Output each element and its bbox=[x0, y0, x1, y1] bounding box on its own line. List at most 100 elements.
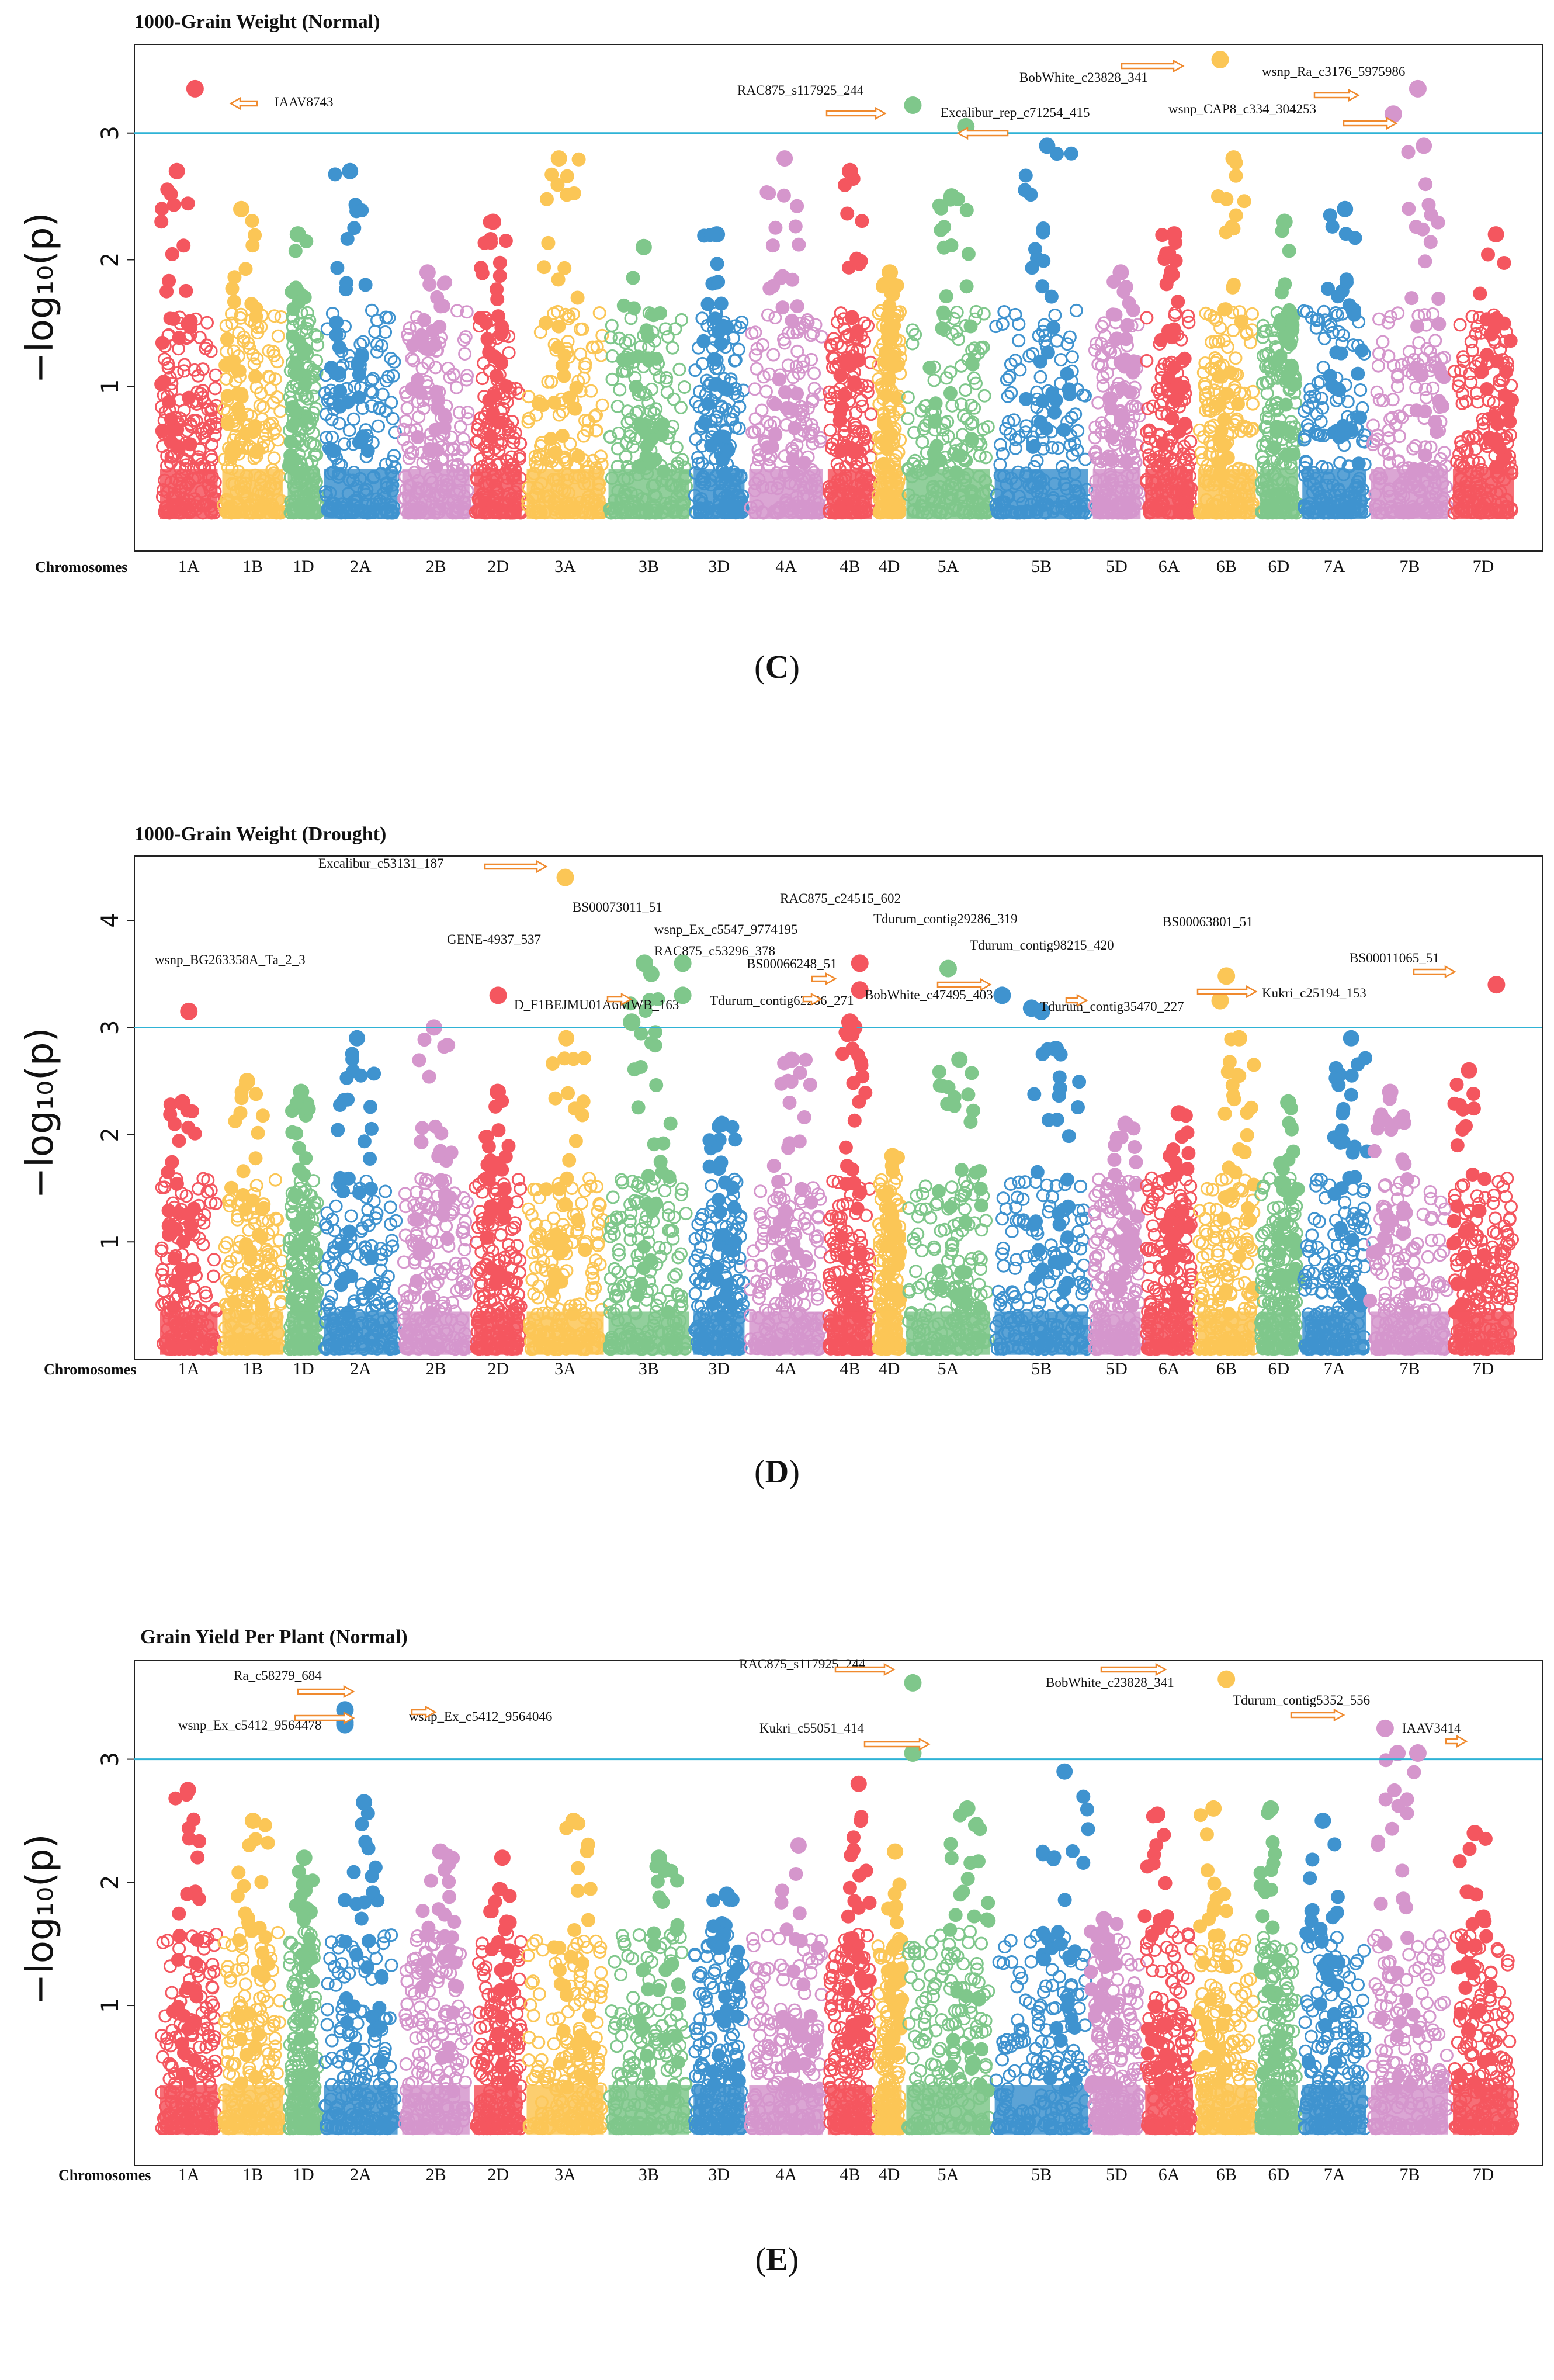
snp-point bbox=[248, 420, 261, 432]
snp-point bbox=[790, 387, 803, 400]
snp-point bbox=[228, 446, 241, 459]
snp-label: RAC875_s117925_244 bbox=[737, 83, 864, 98]
snp-point bbox=[1416, 137, 1432, 154]
snp-point bbox=[481, 332, 494, 345]
snp-point bbox=[1410, 220, 1423, 233]
snp-point bbox=[702, 397, 714, 410]
snp-point bbox=[156, 337, 169, 349]
snp-point bbox=[1285, 359, 1298, 372]
snp-point bbox=[1128, 362, 1140, 375]
chromosome-label: 1D bbox=[293, 557, 314, 576]
snp-point bbox=[342, 163, 358, 179]
snp-point bbox=[717, 320, 730, 332]
snp-point bbox=[492, 310, 505, 323]
snp-point bbox=[297, 347, 310, 360]
snp-point bbox=[221, 418, 234, 431]
chromosome-label: 2D bbox=[487, 557, 509, 576]
snp-point bbox=[1213, 399, 1226, 412]
snp-point bbox=[1402, 145, 1415, 158]
snp-density-band bbox=[828, 469, 872, 519]
snp-point bbox=[1171, 295, 1184, 308]
snp-point bbox=[965, 432, 978, 445]
snp-point bbox=[227, 1295, 240, 1308]
snp-point bbox=[1063, 383, 1076, 396]
snp-point bbox=[760, 186, 773, 199]
snp-point bbox=[1212, 190, 1225, 203]
snp-point bbox=[1433, 362, 1446, 375]
snp-point bbox=[1156, 437, 1169, 450]
snp-point bbox=[1114, 414, 1127, 427]
snp-point bbox=[1168, 361, 1181, 374]
snp-point bbox=[334, 384, 346, 397]
snp-point bbox=[1037, 255, 1050, 268]
chromosome-label: 4B bbox=[840, 557, 860, 576]
snp-point bbox=[1232, 397, 1244, 410]
snp-point bbox=[944, 387, 957, 400]
snp-point bbox=[155, 377, 168, 390]
snp-point bbox=[1480, 383, 1493, 396]
snp-point bbox=[698, 417, 711, 429]
snp-point bbox=[711, 257, 724, 270]
snp-point bbox=[167, 313, 180, 325]
snp-point bbox=[848, 354, 861, 367]
snp-point bbox=[786, 314, 799, 327]
snp-point bbox=[627, 272, 640, 285]
snp-point bbox=[356, 430, 369, 443]
snp-density-band bbox=[1302, 469, 1366, 519]
snp-point bbox=[1216, 438, 1229, 451]
snp-point bbox=[882, 264, 898, 280]
snp-point bbox=[790, 200, 803, 213]
snp-point bbox=[640, 450, 653, 463]
snp-point bbox=[705, 439, 717, 452]
snp-point bbox=[235, 1092, 248, 1104]
snp-density-band bbox=[1260, 469, 1298, 519]
snp-point bbox=[716, 430, 729, 443]
snp-point bbox=[1351, 368, 1364, 380]
snp-point bbox=[333, 341, 346, 354]
snp-point bbox=[1123, 436, 1136, 449]
snp-density-band bbox=[995, 469, 1088, 519]
snp-point bbox=[1230, 169, 1243, 182]
snp-point bbox=[439, 276, 452, 289]
snp-point bbox=[627, 302, 640, 314]
snp-point bbox=[165, 435, 178, 448]
snp-point bbox=[184, 438, 197, 451]
snp-point bbox=[834, 414, 847, 427]
snp-point bbox=[1430, 425, 1443, 438]
snp-point bbox=[715, 297, 728, 310]
snp-point bbox=[643, 354, 655, 367]
snp-density-band bbox=[877, 469, 901, 519]
snp-point bbox=[779, 386, 792, 399]
snp-point bbox=[878, 416, 891, 429]
snp-point bbox=[227, 355, 240, 368]
snp-point bbox=[549, 446, 562, 459]
snp-point bbox=[1048, 406, 1061, 419]
snp-point bbox=[246, 214, 259, 227]
snp-point bbox=[329, 367, 342, 380]
snp-point bbox=[842, 163, 858, 179]
snp-density-band bbox=[609, 469, 689, 519]
snp-point bbox=[1112, 264, 1129, 280]
snp-point bbox=[419, 264, 436, 280]
snp-point bbox=[1326, 220, 1339, 233]
snp-point bbox=[1049, 394, 1062, 407]
chromosome-label: 2B bbox=[426, 557, 446, 576]
snp-point bbox=[285, 435, 297, 448]
snp-point bbox=[1355, 344, 1368, 357]
snp-point bbox=[1352, 457, 1365, 470]
snp-point bbox=[431, 291, 443, 304]
chromosome-label: 4D bbox=[879, 557, 900, 576]
snp-density-band bbox=[1093, 469, 1141, 519]
snp-point bbox=[647, 309, 660, 321]
snp-point bbox=[155, 202, 168, 215]
snp-point bbox=[1337, 201, 1353, 217]
snp-point bbox=[494, 269, 507, 282]
snp-point bbox=[630, 380, 643, 393]
snp-point bbox=[179, 285, 192, 297]
snp-point bbox=[1178, 352, 1191, 365]
snp-point bbox=[952, 449, 965, 462]
snp-point bbox=[1281, 371, 1294, 384]
snp-point bbox=[712, 275, 724, 288]
snp-point bbox=[1419, 178, 1432, 190]
snp-point bbox=[552, 273, 565, 286]
